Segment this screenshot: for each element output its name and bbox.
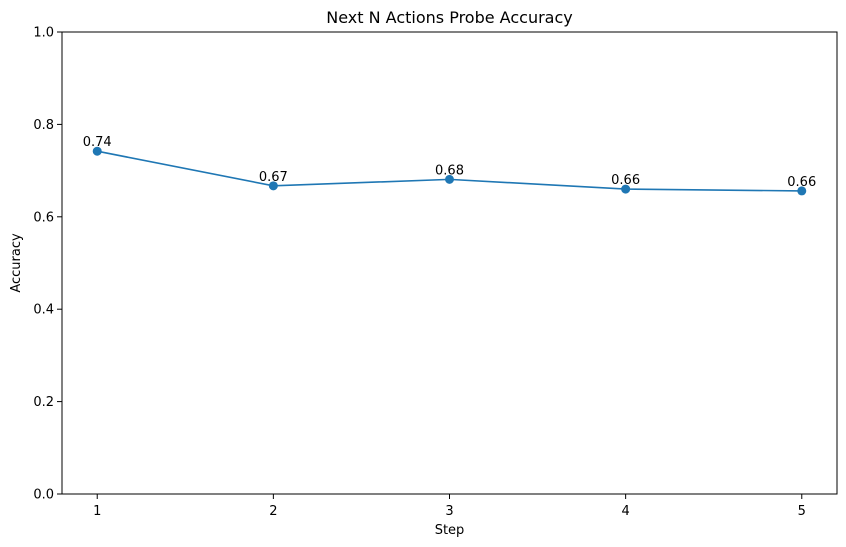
data-label: 0.66 [611,173,640,188]
plot-area-frame [61,31,838,495]
x-tick-label: 1 [93,504,101,519]
x-tick-label: 3 [445,504,453,519]
data-point [92,146,102,156]
x-axis: 1 2 3 4 5 [93,494,806,519]
y-tick-label: 0.0 [33,488,54,503]
data-label: 0.74 [83,135,112,150]
y-axis-title: Accuracy [9,233,24,293]
data-point [268,181,278,191]
x-axis-title: Step [435,523,465,538]
y-tick-label: 0.8 [33,118,54,133]
data-label: 0.67 [259,170,288,185]
data-point [797,186,807,196]
x-tick-label: 4 [621,504,629,519]
data-point [445,174,454,184]
series-layer: 0.74 0.67 0.68 0.66 0.66 [83,135,816,196]
chart-title: Next N Actions Probe Accuracy [326,8,572,27]
y-axis: 0.0 0.2 0.4 0.6 0.8 1.0 [33,26,62,503]
y-tick-label: 0.4 [33,303,54,318]
x-tick-label: 2 [269,504,277,519]
data-label: 0.66 [787,175,816,190]
y-tick-label: 0.6 [33,210,54,225]
data-label: 0.68 [435,163,464,178]
data-point [621,184,631,194]
x-tick-label: 5 [798,504,806,519]
y-tick-label: 1.0 [33,26,54,41]
y-tick-label: 0.2 [33,395,54,410]
